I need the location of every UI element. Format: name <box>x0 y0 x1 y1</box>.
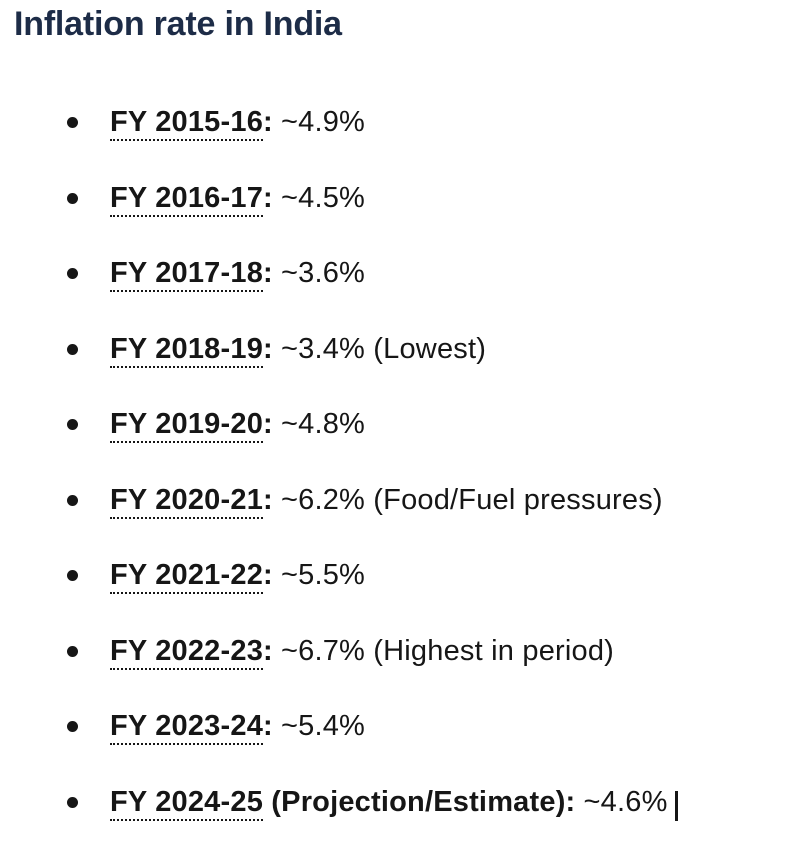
rate-value: ~3.6% <box>281 257 366 289</box>
fiscal-year-term: FY 2024-25 <box>110 785 264 821</box>
rate-value: ~5.4% <box>281 710 366 742</box>
list-item: FY 2023-24: ~5.4% <box>0 709 800 745</box>
term-suffix: : <box>263 106 273 138</box>
fiscal-year-term: FY 2015-16 <box>110 106 264 141</box>
term-suffix: : <box>263 332 273 365</box>
list-item: FY 2015-16: ~4.9% <box>0 105 800 141</box>
page-title: Inflation rate in India <box>14 5 342 43</box>
list-item: FY 2016-17: ~4.5% <box>0 181 800 217</box>
list-item: FY 2022-23: ~6.7% (Highest in period) <box>0 634 800 670</box>
fiscal-year-term: FY 2019-20 <box>110 408 264 443</box>
list-item: FY 2021-22: ~5.5% <box>0 558 800 594</box>
list-item: FY 2018-19: ~3.4% (Lowest) <box>0 332 800 368</box>
term-suffix: : <box>263 559 273 591</box>
list-item: FY 2017-18: ~3.6% <box>0 256 800 292</box>
term-suffix: : <box>263 257 273 289</box>
fiscal-year-term: FY 2021-22 <box>110 559 264 594</box>
rate-value: ~3.4% (Lowest) <box>281 332 487 365</box>
fiscal-year-term: FY 2020-21 <box>110 483 264 519</box>
inflation-list: FY 2015-16: ~4.9% FY 2016-17: ~4.5% FY 201… <box>0 105 800 821</box>
list-item: FY 2024-25 (Projection/Estimate): ~4.6% <box>0 785 800 821</box>
rate-value: ~4.5% <box>281 181 366 214</box>
term-suffix: : <box>263 710 273 742</box>
term-suffix: : <box>263 634 273 667</box>
content: Inflation rate in India FY 2015-16: ~4.9%… <box>0 4 800 821</box>
fiscal-year-term: FY 2022-23 <box>110 634 264 670</box>
list-item: FY 2020-21: ~6.2% (Food/Fuel pressures) <box>0 483 800 519</box>
fiscal-year-term: FY 2018-19 <box>110 332 264 368</box>
rate-value: ~6.7% (Highest in period) <box>281 634 615 667</box>
text-cursor-caret <box>674 790 678 821</box>
fiscal-year-term: FY 2023-24 <box>110 710 264 745</box>
term-suffix: : <box>263 181 273 214</box>
rate-value: ~5.5% <box>281 559 366 591</box>
list-item: FY 2019-20: ~4.8% <box>0 407 800 443</box>
rate-value: ~4.9% <box>281 106 366 138</box>
term-suffix: (Projection/Estimate): <box>263 785 576 818</box>
rate-value: ~6.2% (Food/Fuel pressures) <box>281 483 663 516</box>
fiscal-year-term: FY 2016-17 <box>110 181 264 217</box>
term-suffix: : <box>263 408 273 440</box>
rate-value: ~4.8% <box>281 408 366 440</box>
term-suffix: : <box>263 483 273 516</box>
fiscal-year-term: FY 2017-18 <box>110 257 264 292</box>
rate-value: ~4.6% <box>583 785 668 818</box>
